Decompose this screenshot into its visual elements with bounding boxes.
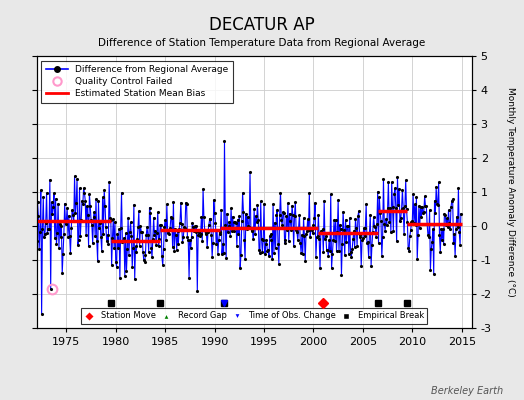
Text: Difference of Station Temperature Data from Regional Average: Difference of Station Temperature Data f… [99, 38, 425, 48]
Legend: Station Move, Record Gap, Time of Obs. Change, Empirical Break: Station Move, Record Gap, Time of Obs. C… [81, 308, 427, 324]
Text: Berkeley Earth: Berkeley Earth [431, 386, 503, 396]
Text: DECATUR AP: DECATUR AP [209, 16, 315, 34]
Y-axis label: Monthly Temperature Anomaly Difference (°C): Monthly Temperature Anomaly Difference (… [506, 87, 515, 297]
